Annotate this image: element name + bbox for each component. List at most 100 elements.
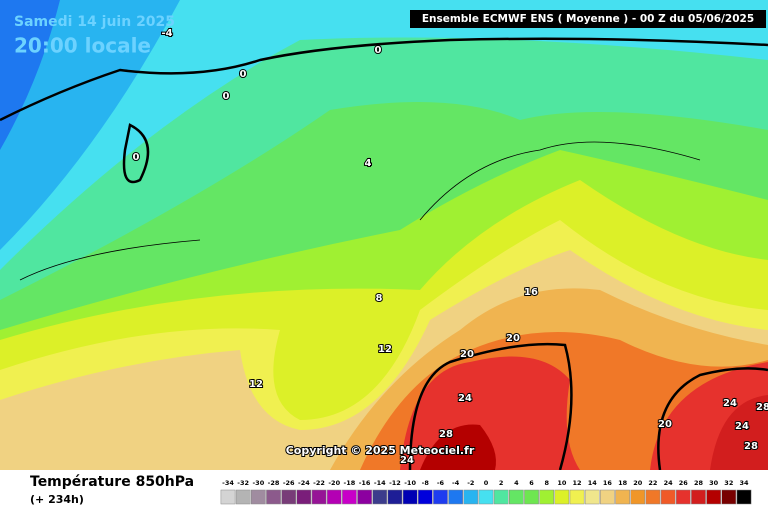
legend-label: -18	[344, 479, 356, 487]
legend-label: 30	[709, 479, 719, 487]
legend-label: -28	[268, 479, 280, 487]
legend-swatch	[630, 489, 646, 505]
legend-swatch	[281, 489, 297, 505]
legend-swatch	[554, 489, 570, 505]
legend-swatch	[721, 489, 737, 505]
contour-label: -4	[161, 28, 172, 39]
contour-label: 24	[723, 398, 737, 409]
legend-swatch	[251, 489, 266, 505]
legend-swatch	[433, 489, 448, 505]
legend-label: -34	[222, 479, 234, 487]
contours	[0, 37, 768, 471]
temperature-field	[0, 0, 768, 470]
legend-label: 2	[499, 479, 504, 487]
legend-swatch	[736, 489, 752, 505]
legend-label: -16	[359, 479, 371, 487]
legend-label: 32	[724, 479, 733, 487]
legend-label: 22	[648, 479, 657, 487]
legend-label: 26	[679, 479, 689, 487]
legend-swatch	[660, 489, 676, 505]
legend-swatch	[326, 489, 342, 505]
contour-label: 0	[375, 45, 382, 56]
contour-label: 0	[240, 69, 247, 80]
legend-swatch	[509, 489, 524, 505]
legend: -34 -32 -30 -28 -26 -24 -22 -20 -18 -16 -14 -12 -10-…	[220, 479, 752, 505]
legend-swatch	[478, 489, 494, 505]
legend-swatch	[296, 489, 312, 505]
field	[710, 395, 768, 470]
contour-label: 4	[365, 158, 372, 169]
model-box	[410, 10, 766, 28]
model-text: Ensemble ECMWF ENS ( Moyenne ) - 00 Z du…	[422, 13, 754, 25]
legend-label: 16	[603, 479, 613, 487]
footer-title: Température 850hPa	[30, 474, 194, 490]
coastline	[19, 141, 701, 281]
contour-label: 28	[744, 441, 758, 452]
legend-label: -32	[237, 479, 249, 487]
legend-label: -10	[404, 479, 416, 487]
contour-label: 0	[133, 152, 140, 163]
contour-label: 20	[506, 333, 520, 344]
legend-label: 28	[694, 479, 704, 487]
legend-swatch	[448, 489, 463, 505]
contour-label: 16	[524, 287, 538, 298]
time: 20:00 locale	[14, 34, 151, 58]
zero-isotherm	[0, 37, 768, 122]
contour-label: 28	[439, 429, 453, 440]
contour-label: 28	[756, 402, 768, 413]
contour-label: 20	[658, 419, 672, 430]
legend-label: 6	[529, 479, 534, 487]
legend-swatch	[493, 489, 509, 505]
legend-label: -2	[467, 479, 474, 487]
legend-swatch	[387, 489, 403, 505]
legend-swatch	[524, 489, 539, 505]
legend-label: -22	[313, 479, 325, 487]
legend-swatch	[417, 489, 433, 505]
contour-label: 8	[376, 293, 383, 304]
copyright: Copyright © 2025 Meteociel.fr	[286, 444, 475, 457]
legend-swatch	[675, 489, 691, 505]
legend-label: 10	[557, 479, 567, 487]
contour-label: 24	[400, 455, 414, 466]
legend-swatch	[220, 489, 236, 505]
legend-label: 12	[573, 479, 582, 487]
legend-label: 8	[544, 479, 549, 487]
twenty-isotherm	[408, 342, 573, 471]
legend-label: 24	[664, 479, 674, 487]
zero-isotherm	[122, 123, 150, 184]
legend-swatch	[615, 489, 630, 505]
legend-swatch	[706, 489, 721, 505]
contour-label: 12	[249, 379, 263, 390]
legend-label: 4	[514, 479, 519, 487]
legend-label: 18	[618, 479, 628, 487]
legend-swatch	[342, 489, 357, 505]
legend-label: -20	[328, 479, 340, 487]
legend-label: -4	[452, 479, 460, 487]
contour-label: 12	[378, 344, 392, 355]
legend-label: 14	[588, 479, 598, 487]
legend-label: 34	[739, 479, 749, 487]
legend-swatch	[311, 489, 327, 505]
legend-label: 20	[633, 479, 643, 487]
legend-swatch	[569, 489, 585, 505]
contour-label: 24	[458, 393, 472, 404]
contour-label: 20	[460, 349, 474, 360]
legend-label: -26	[283, 479, 295, 487]
legend-swatch	[372, 489, 388, 505]
footer-lead: (+ 234h)	[30, 493, 84, 506]
legend-swatch	[645, 489, 661, 505]
legend-label: -12	[389, 479, 401, 487]
legend-label: -30	[252, 479, 264, 487]
legend-swatch	[235, 489, 251, 505]
legend-label: -14	[374, 479, 386, 487]
legend-swatch	[357, 489, 372, 505]
legend-swatch	[539, 489, 555, 505]
legend-swatch	[600, 489, 615, 505]
legend-label: 0	[484, 479, 489, 487]
date: Samedi 14 juin 2025	[14, 14, 175, 30]
legend-swatch	[691, 489, 706, 505]
contour-label: 24	[735, 421, 749, 432]
legend-label: -8	[422, 479, 430, 487]
